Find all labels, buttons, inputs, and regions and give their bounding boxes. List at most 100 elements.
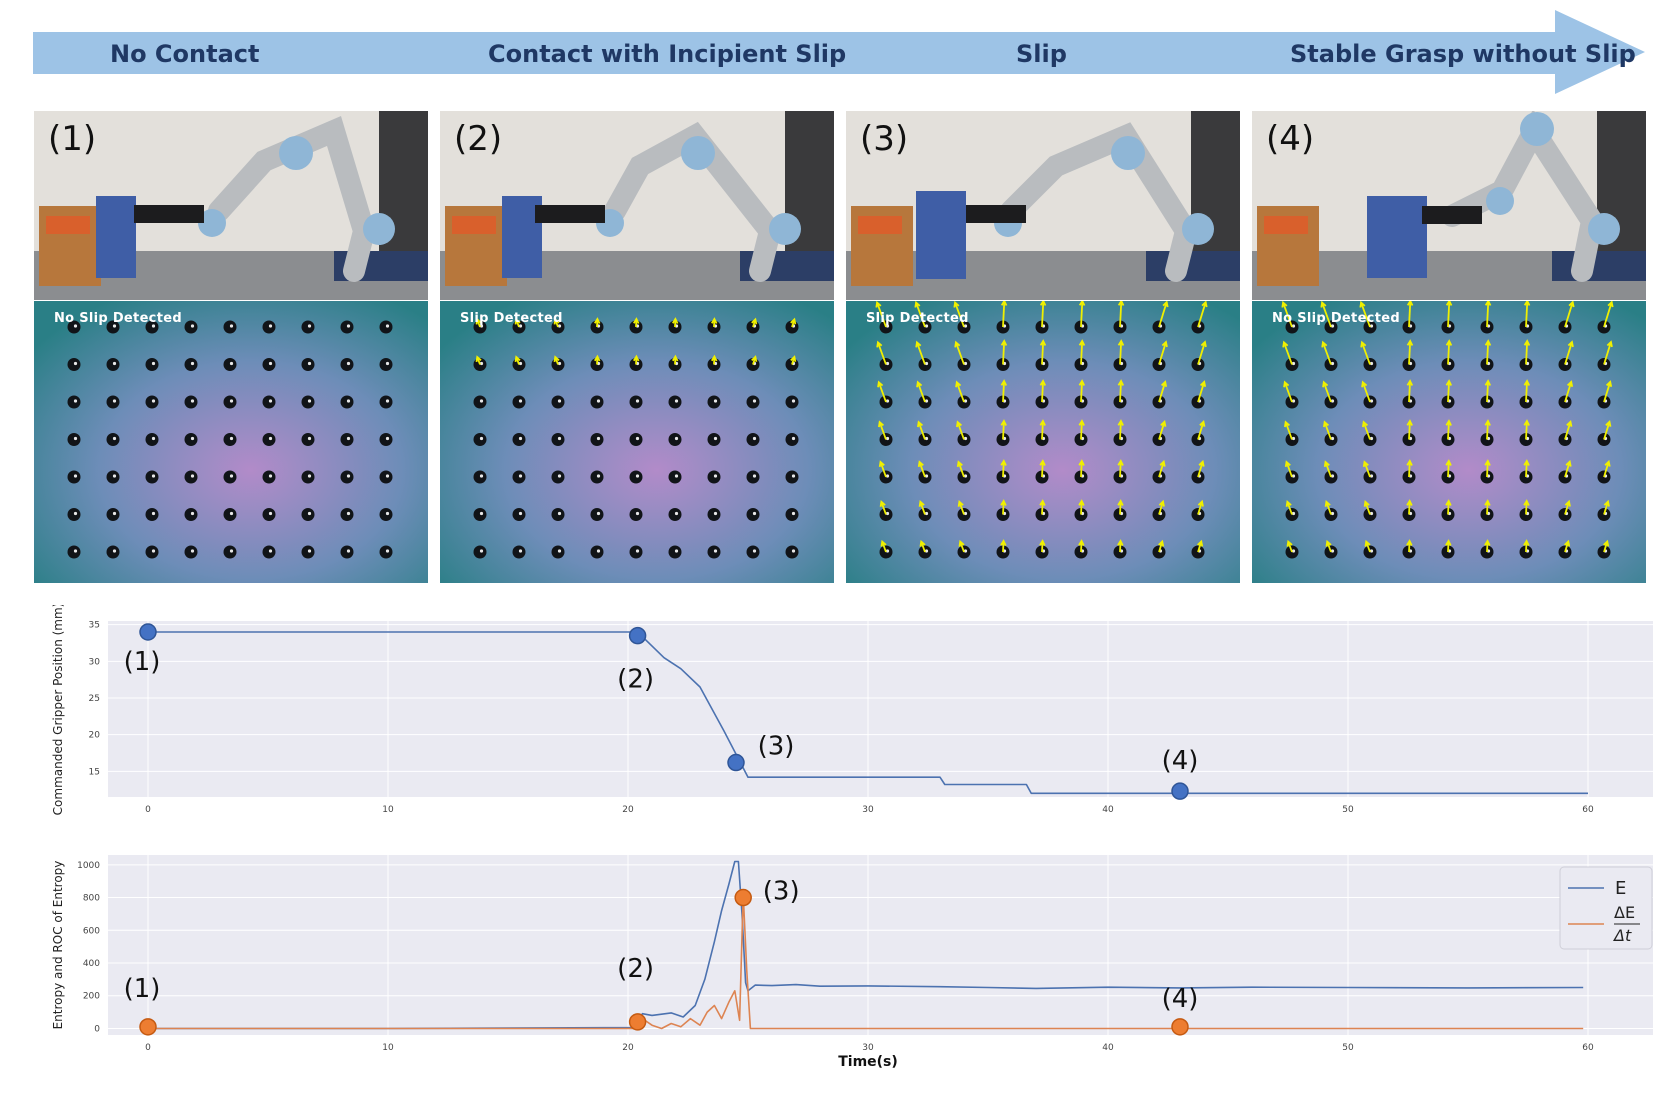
slip-vector-head bbox=[1117, 339, 1125, 346]
tactile-marker-glint bbox=[190, 474, 195, 478]
slip-vector bbox=[1364, 501, 1371, 515]
slip-vector-head bbox=[594, 317, 601, 324]
tactile-marker bbox=[379, 545, 393, 559]
slip-vector-head bbox=[1284, 460, 1291, 468]
robot-photo-4: (4) bbox=[1252, 111, 1646, 300]
slip-vector-head bbox=[1162, 301, 1169, 308]
slip-vector bbox=[916, 342, 926, 365]
tactile-marker-glint bbox=[713, 511, 718, 516]
tactile-marker-glint bbox=[752, 474, 757, 478]
tactile-marker-glint bbox=[635, 511, 640, 516]
slip-vector bbox=[955, 342, 965, 365]
tactile-marker bbox=[551, 433, 565, 446]
tactile-marker bbox=[551, 395, 565, 409]
tactile-marker-glint bbox=[1369, 361, 1374, 366]
slip-vector bbox=[1119, 301, 1123, 328]
tactile-marker-glint bbox=[1330, 361, 1335, 366]
tactile-marker bbox=[262, 433, 276, 446]
tactile-marker-glint bbox=[346, 361, 351, 366]
tactile-marker-glint bbox=[596, 399, 601, 403]
slip-vector-head bbox=[1000, 499, 1007, 506]
tactile-marker-glint bbox=[73, 361, 78, 366]
tactile-marker-glint bbox=[190, 549, 195, 553]
tactile-marker-glint bbox=[112, 361, 117, 366]
tactile-marker bbox=[473, 545, 487, 559]
slip-vector-head bbox=[1523, 499, 1530, 506]
slip-vector bbox=[1158, 461, 1165, 478]
slip-vector bbox=[1119, 380, 1122, 403]
slip-vector bbox=[1486, 301, 1490, 328]
tactile-marker-glint bbox=[479, 511, 484, 516]
robot-scene-1 bbox=[34, 111, 428, 300]
slip-vector-head bbox=[1161, 340, 1168, 348]
slip-vector bbox=[1197, 301, 1207, 328]
tactile-marker-glint bbox=[1369, 549, 1374, 553]
slip-vector bbox=[877, 342, 887, 365]
state-marker bbox=[1171, 782, 1189, 800]
phase-arrow-shape bbox=[33, 10, 1645, 94]
slip-vector-head bbox=[1445, 499, 1452, 506]
tactile-marker-glint bbox=[752, 549, 757, 553]
slip-vector bbox=[1324, 461, 1332, 478]
tactile-marker-glint bbox=[151, 549, 156, 553]
tactile-marker-glint bbox=[479, 474, 484, 478]
slip-vector bbox=[1408, 460, 1411, 478]
slip-vector-head bbox=[1282, 340, 1289, 348]
slip-vector-head bbox=[1078, 379, 1086, 386]
slip-vector bbox=[957, 461, 965, 478]
slip-vector-head bbox=[1325, 539, 1332, 547]
tactile-marker bbox=[746, 545, 760, 559]
tactile-marker-glint bbox=[963, 549, 968, 553]
slip-vector-head bbox=[1000, 539, 1007, 546]
tactile-marker-glint bbox=[229, 436, 234, 441]
slip-vector-head bbox=[1160, 380, 1168, 388]
tactile-marker bbox=[106, 358, 120, 371]
slip-vector-head bbox=[1283, 380, 1290, 388]
slip-vector-head bbox=[878, 460, 885, 468]
slip-vector bbox=[1447, 420, 1450, 440]
tactile-marker bbox=[590, 470, 604, 484]
tactile-marker bbox=[184, 545, 198, 559]
slip-vector-head bbox=[1199, 380, 1207, 388]
tactile-marker bbox=[262, 320, 276, 334]
slip-vector bbox=[1447, 500, 1450, 515]
tactile-marker bbox=[67, 395, 81, 409]
series-line-secondary bbox=[148, 893, 1584, 1030]
slip-vector-head bbox=[1445, 301, 1453, 306]
tactile-marker bbox=[473, 395, 487, 409]
tactile-marker-glint bbox=[479, 361, 484, 366]
slip-vector-head bbox=[553, 317, 560, 325]
slip-vector-head bbox=[1000, 379, 1008, 386]
slip-vector bbox=[1285, 461, 1293, 478]
slip-vector-head bbox=[1078, 301, 1086, 306]
tactile-marker bbox=[106, 395, 120, 409]
tactile-marker bbox=[301, 395, 315, 409]
slip-vector-head bbox=[1039, 499, 1046, 506]
tactile-marker-glint bbox=[635, 399, 640, 403]
plot-area bbox=[108, 855, 1653, 1035]
slip-vector-head bbox=[1406, 301, 1414, 306]
slip-vector-head bbox=[1039, 339, 1047, 346]
slip-vector-head bbox=[1324, 500, 1331, 507]
slip-vector-head bbox=[1445, 419, 1452, 426]
slip-vector-head bbox=[1360, 340, 1367, 348]
x-tick-label: 50 bbox=[1342, 1043, 1354, 1053]
slip-vector bbox=[1321, 302, 1332, 328]
slip-vector-head bbox=[1117, 419, 1124, 426]
robot-scene-2 bbox=[440, 111, 834, 300]
slip-vector bbox=[1080, 380, 1083, 403]
slip-vector-head bbox=[711, 354, 718, 362]
tactile-marker-glint bbox=[479, 436, 484, 441]
tactile-marker-glint bbox=[229, 399, 234, 403]
robot-scene-4 bbox=[1252, 111, 1646, 300]
y-tick-label: 35 bbox=[89, 621, 100, 631]
state-marker-label: (1) bbox=[124, 974, 161, 1004]
tactile-marker-glint bbox=[385, 474, 390, 478]
tactile-marker-glint bbox=[151, 361, 156, 366]
tactile-marker-glint bbox=[112, 474, 117, 478]
slip-vector-head bbox=[1117, 459, 1124, 466]
slip-vector-head bbox=[1117, 379, 1125, 386]
y-tick-label: 800 bbox=[83, 894, 100, 904]
slip-vector-head bbox=[1523, 339, 1531, 346]
state-marker bbox=[727, 753, 745, 772]
